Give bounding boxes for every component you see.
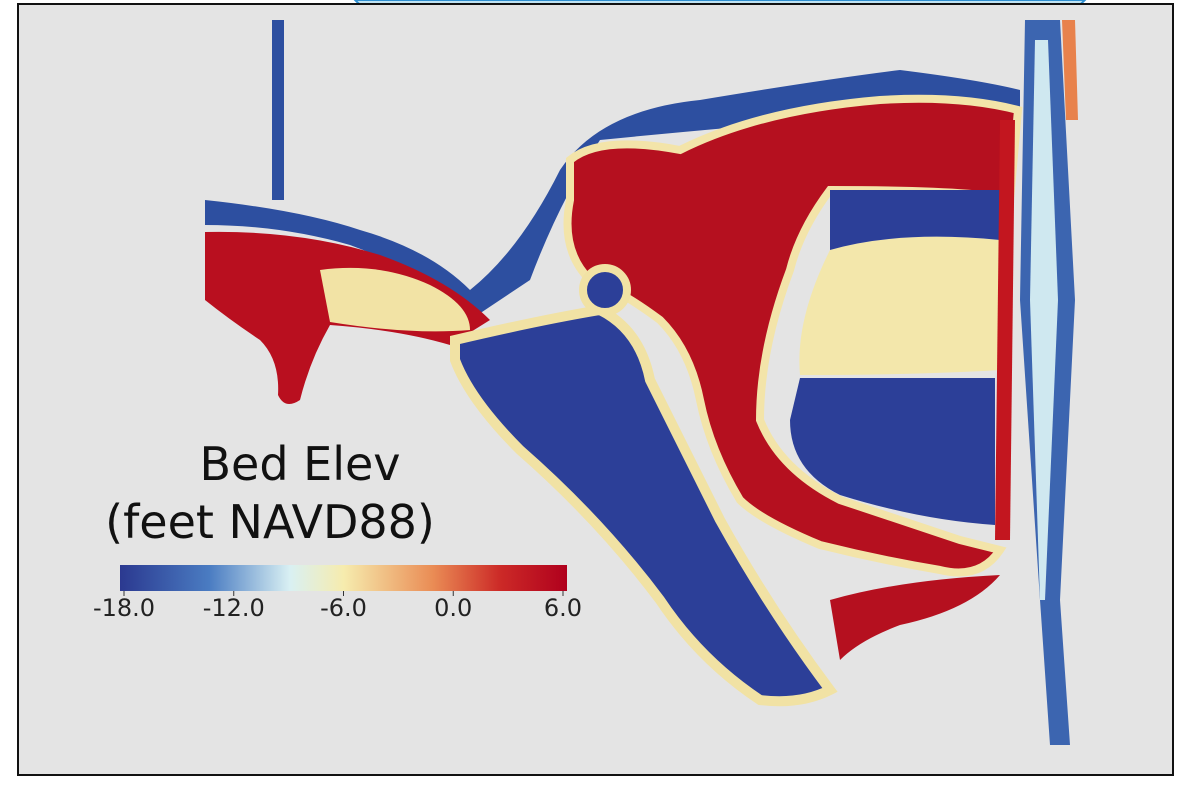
colorbar [120,565,567,591]
legend-subtitle: (feet NAVD88) [105,495,435,549]
tick-label: 6.0 [544,594,582,622]
page: {"legend": { "title": ["Bed Elev", "(fee… [0,0,1193,787]
pond [583,268,627,312]
legend-title: Bed Elev [199,437,400,491]
channel [272,20,284,200]
tick-label: -6.0 [320,594,367,622]
mid-ground [799,237,1000,375]
tick-label: 0.0 [434,594,472,622]
tick-label: -18.0 [93,594,155,622]
tick-label: -12.0 [203,594,265,622]
screenshot: Bed Elev (feet NAVD88) -18.0 -12.0 -6.0 0.0… [0,0,1193,787]
